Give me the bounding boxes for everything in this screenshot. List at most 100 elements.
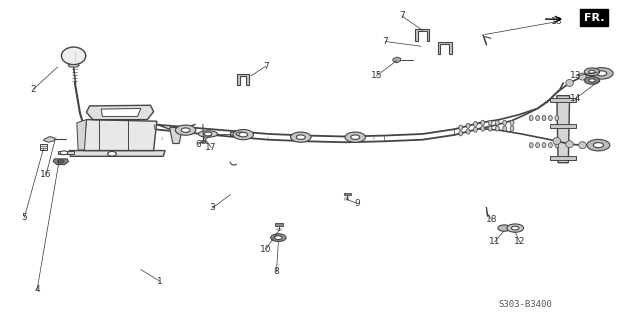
Circle shape xyxy=(236,132,244,136)
Circle shape xyxy=(351,135,360,139)
Ellipse shape xyxy=(495,120,499,125)
Text: 10: 10 xyxy=(260,245,271,254)
Ellipse shape xyxy=(466,129,470,134)
Text: 7: 7 xyxy=(383,37,388,46)
Text: 6: 6 xyxy=(196,140,201,149)
Polygon shape xyxy=(40,144,47,150)
Text: 15: 15 xyxy=(371,71,382,80)
Circle shape xyxy=(345,132,365,142)
Ellipse shape xyxy=(542,143,546,148)
Circle shape xyxy=(239,132,248,137)
Circle shape xyxy=(593,143,604,148)
Text: 18: 18 xyxy=(551,17,563,26)
Circle shape xyxy=(291,132,311,142)
Text: 1: 1 xyxy=(157,277,163,286)
Circle shape xyxy=(204,132,212,136)
Circle shape xyxy=(589,79,595,82)
Circle shape xyxy=(584,77,600,84)
Polygon shape xyxy=(68,65,79,67)
Ellipse shape xyxy=(555,115,559,121)
Ellipse shape xyxy=(488,120,492,125)
Circle shape xyxy=(233,130,253,140)
Circle shape xyxy=(596,71,607,76)
Ellipse shape xyxy=(230,131,250,137)
Text: 17: 17 xyxy=(205,143,217,152)
Text: S303-B3400: S303-B3400 xyxy=(498,300,552,309)
Ellipse shape xyxy=(553,137,561,145)
Circle shape xyxy=(58,160,64,163)
Ellipse shape xyxy=(536,115,540,121)
Text: 16: 16 xyxy=(40,170,52,179)
Ellipse shape xyxy=(459,131,463,136)
Polygon shape xyxy=(58,151,74,154)
Polygon shape xyxy=(237,74,249,85)
Circle shape xyxy=(507,224,524,232)
Circle shape xyxy=(590,68,613,79)
Polygon shape xyxy=(69,151,165,156)
Circle shape xyxy=(584,68,600,76)
Ellipse shape xyxy=(466,123,470,128)
Circle shape xyxy=(175,125,196,135)
Text: 9: 9 xyxy=(355,199,360,208)
Circle shape xyxy=(181,128,190,132)
Text: FR.: FR. xyxy=(584,12,604,23)
Circle shape xyxy=(108,152,116,156)
Text: 3: 3 xyxy=(210,204,215,212)
Circle shape xyxy=(589,70,595,73)
Ellipse shape xyxy=(529,115,533,121)
Ellipse shape xyxy=(555,143,559,148)
Ellipse shape xyxy=(548,115,552,121)
Ellipse shape xyxy=(481,120,484,125)
Text: 14: 14 xyxy=(570,94,582,103)
Polygon shape xyxy=(344,193,351,195)
Ellipse shape xyxy=(510,126,514,131)
Ellipse shape xyxy=(548,143,552,148)
Text: 13: 13 xyxy=(570,71,582,80)
Ellipse shape xyxy=(595,70,602,77)
Text: 8: 8 xyxy=(274,267,279,276)
Ellipse shape xyxy=(503,126,507,131)
Ellipse shape xyxy=(588,70,596,78)
Text: 5: 5 xyxy=(22,213,27,222)
Circle shape xyxy=(587,139,610,151)
Polygon shape xyxy=(275,223,283,226)
Polygon shape xyxy=(438,42,452,54)
Polygon shape xyxy=(53,159,68,165)
Ellipse shape xyxy=(198,131,218,137)
Text: 11: 11 xyxy=(489,237,500,246)
Ellipse shape xyxy=(510,120,514,125)
Ellipse shape xyxy=(542,115,546,121)
Polygon shape xyxy=(77,120,86,150)
Ellipse shape xyxy=(566,79,573,86)
Ellipse shape xyxy=(61,47,86,64)
Circle shape xyxy=(275,236,282,240)
Ellipse shape xyxy=(503,120,507,125)
Polygon shape xyxy=(170,128,182,144)
Text: 18: 18 xyxy=(486,215,497,224)
Polygon shape xyxy=(557,96,570,163)
Polygon shape xyxy=(550,98,576,102)
Circle shape xyxy=(201,141,206,143)
Polygon shape xyxy=(415,29,429,41)
Text: 4: 4 xyxy=(35,285,40,294)
Polygon shape xyxy=(550,124,576,128)
Ellipse shape xyxy=(598,70,605,77)
Circle shape xyxy=(271,234,286,241)
Polygon shape xyxy=(393,57,401,63)
Circle shape xyxy=(498,225,511,231)
Ellipse shape xyxy=(566,141,573,148)
Circle shape xyxy=(511,226,519,230)
Polygon shape xyxy=(83,120,157,151)
Text: 2: 2 xyxy=(31,85,36,94)
Ellipse shape xyxy=(474,127,477,132)
Circle shape xyxy=(296,135,305,139)
Polygon shape xyxy=(86,105,154,120)
Polygon shape xyxy=(101,108,141,116)
Text: 7: 7 xyxy=(263,62,268,71)
Ellipse shape xyxy=(579,73,586,80)
Ellipse shape xyxy=(474,122,477,127)
Ellipse shape xyxy=(536,143,540,148)
Ellipse shape xyxy=(579,142,586,149)
Ellipse shape xyxy=(529,143,533,148)
Text: 7: 7 xyxy=(399,11,404,20)
